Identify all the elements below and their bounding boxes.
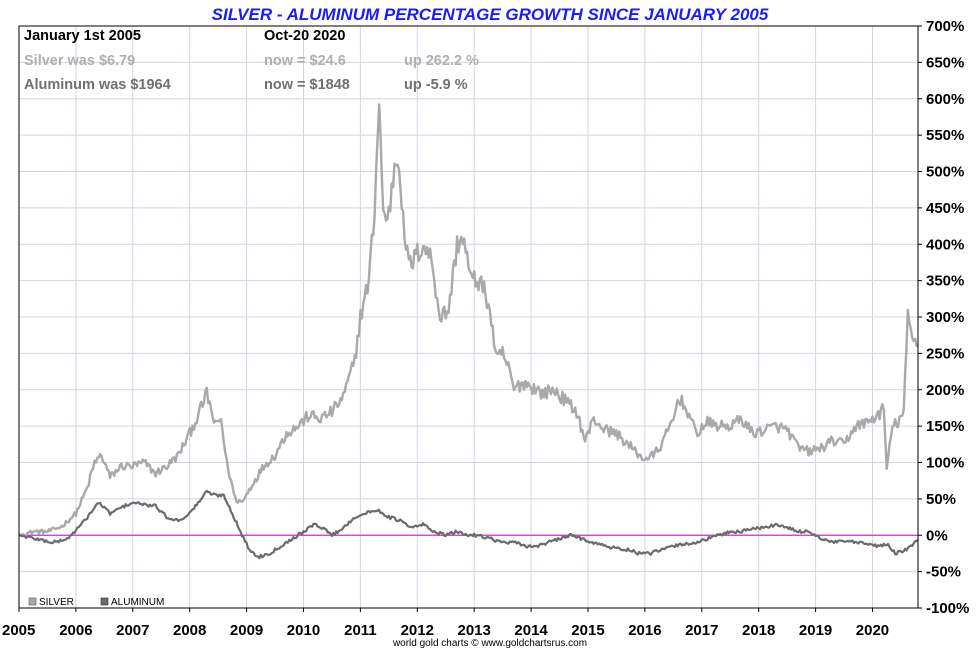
chart-credit: world gold charts © www.goldchartsrus.co… (392, 638, 587, 649)
series-line-aluminum (18, 489, 919, 560)
x-tick-label: 2017 (685, 622, 718, 639)
y-tick-label: 50% (926, 491, 956, 508)
y-tick-label: 250% (926, 345, 964, 362)
y-tick-label: 650% (926, 54, 964, 71)
legend-label-silver: SILVER (39, 597, 74, 608)
annotation-aluminum-was: Aluminum was $1964 (24, 77, 171, 93)
x-tick-label: 2006 (59, 622, 92, 639)
x-tick-label: 2019 (799, 622, 832, 639)
x-tick-label: 2015 (571, 622, 604, 639)
y-tick-label: -50% (926, 564, 961, 581)
x-tick-label: 2014 (514, 622, 548, 639)
legend-swatch-silver (28, 597, 37, 606)
y-tick-label: 150% (926, 418, 964, 435)
x-tick-label: 2009 (230, 622, 263, 639)
annotation-end-label: Oct-20 2020 (264, 28, 345, 44)
y-tick-label: 550% (926, 127, 964, 144)
series-line-silver (18, 103, 919, 537)
x-tick-label: 2008 (173, 622, 206, 639)
y-tick-label: 500% (926, 164, 964, 181)
annotation-aluminum-now: now = $1848 (264, 77, 350, 93)
x-tick-label: 2010 (287, 622, 320, 639)
legend-swatch-aluminum (100, 597, 109, 606)
legend-label-aluminum: ALUMINUM (111, 597, 164, 608)
x-tick-label: 2011 (344, 622, 377, 639)
y-tick-label: 100% (926, 455, 964, 472)
x-tick-label: 2005 (2, 622, 35, 639)
annotation-start-label: January 1st 2005 (24, 28, 141, 44)
y-axis-ticks: 700% 650% 600% 550% 500% 450% 400% 350% 300% 250%… (918, 18, 969, 617)
x-tick-label: 2007 (116, 622, 149, 639)
annotations: January 1st 2005 Oct-20 2020 Silver was … (24, 28, 479, 93)
annotation-aluminum-up: up -5.9 % (404, 77, 468, 93)
y-tick-label: 450% (926, 200, 964, 217)
y-tick-label: 0% (926, 527, 948, 544)
y-tick-label: 700% (926, 18, 964, 35)
y-tick-label: 300% (926, 309, 964, 326)
grid-lines (19, 25, 918, 609)
y-tick-label: 350% (926, 273, 964, 290)
x-tick-label: 2013 (458, 622, 491, 639)
x-tick-label: 2016 (628, 622, 661, 639)
y-tick-label: 600% (926, 91, 964, 108)
x-tick-label: 2018 (742, 622, 775, 639)
y-tick-label: 200% (926, 382, 964, 399)
y-tick-label: -100% (926, 600, 969, 617)
annotation-silver-was: Silver was $6.79 (24, 53, 135, 69)
chart-title: SILVER - ALUMINUM PERCENTAGE GROWTH SINC… (212, 5, 769, 24)
x-axis-ticks: 2005 2006 2007 2008 2009 2010 2011 2012 2013 2014… (2, 608, 889, 639)
y-tick-label: 400% (926, 236, 964, 253)
series-layer (18, 103, 919, 560)
x-tick-label: 2012 (401, 622, 434, 639)
annotation-silver-now: now = $24.6 (264, 53, 346, 69)
x-tick-label: 2020 (856, 622, 889, 639)
annotation-silver-up: up 262.2 % (404, 53, 479, 69)
legend: SILVER ALUMINUM (28, 597, 164, 608)
